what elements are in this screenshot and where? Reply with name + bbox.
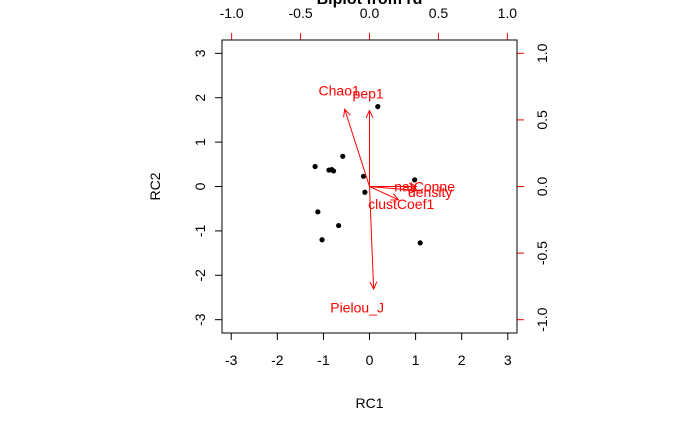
data-points xyxy=(312,103,423,246)
variable-label: natConne xyxy=(394,179,455,195)
top-tick-label: -0.5 xyxy=(289,5,313,21)
right-tick-label: -1.0 xyxy=(534,307,550,331)
variable-label: Chao1 xyxy=(319,83,360,99)
chart-title: Biplot from rd xyxy=(317,0,423,8)
variable-label: Pielou_J xyxy=(330,300,384,316)
top-tick-label: 1.0 xyxy=(498,5,518,21)
data-point xyxy=(330,168,337,174)
data-point xyxy=(360,173,367,179)
x-tick-label: 3 xyxy=(504,352,512,368)
data-point xyxy=(319,237,325,243)
arrow xyxy=(369,186,400,201)
x-axis-title: RC1 xyxy=(355,395,383,411)
arrow xyxy=(369,185,418,194)
x-tick-label: -1 xyxy=(317,352,330,368)
y-tick-label: -2 xyxy=(192,269,208,282)
y-tick-label: -1 xyxy=(192,224,208,237)
right-tick-label: 0.0 xyxy=(534,177,550,197)
data-point xyxy=(315,209,321,215)
y-tick-label: 1 xyxy=(192,138,208,146)
y-tick-label: 3 xyxy=(192,49,208,57)
x-tick-label: -2 xyxy=(271,352,284,368)
data-point xyxy=(340,153,346,159)
right-tick-label: 0.5 xyxy=(534,110,550,130)
variable-label: pep1 xyxy=(353,85,384,101)
arrow xyxy=(369,182,418,191)
data-point xyxy=(412,177,418,183)
y-tick-label: 0 xyxy=(192,182,208,190)
data-point xyxy=(336,222,342,229)
x-tick-label: 2 xyxy=(458,352,466,368)
variable-label: clustCoef1 xyxy=(368,196,434,212)
x-tick-label: 1 xyxy=(412,352,420,368)
data-point xyxy=(417,240,423,246)
data-point xyxy=(375,103,381,110)
variable-arrows xyxy=(343,108,418,291)
chart-axes: -3 -2 -1 0 1 2 3 -3 -2 -1 0 1 2 3 -1.0 -0.5 0.0 0.5 1.0 -1.… xyxy=(192,5,550,368)
right-tick-label: 1.0 xyxy=(534,43,550,63)
plot-frame xyxy=(221,39,518,334)
y-tick-label: -3 xyxy=(192,313,208,326)
arrow xyxy=(369,186,378,291)
arrow xyxy=(343,108,370,187)
data-point xyxy=(362,189,368,195)
variable-label: density xyxy=(408,184,452,200)
top-tick-label: -1.0 xyxy=(220,5,244,21)
arrow xyxy=(365,109,374,187)
data-point xyxy=(312,163,318,170)
y-axis-title: RC2 xyxy=(147,172,163,200)
x-tick-label: 0 xyxy=(366,352,374,368)
right-tick-label: -0.5 xyxy=(534,241,550,265)
top-tick-label: 0.0 xyxy=(360,5,380,21)
top-tick-label: 0.5 xyxy=(429,5,449,21)
x-tick-label: -3 xyxy=(225,352,238,368)
y-tick-label: 2 xyxy=(192,94,208,102)
plot-content xyxy=(312,103,423,291)
